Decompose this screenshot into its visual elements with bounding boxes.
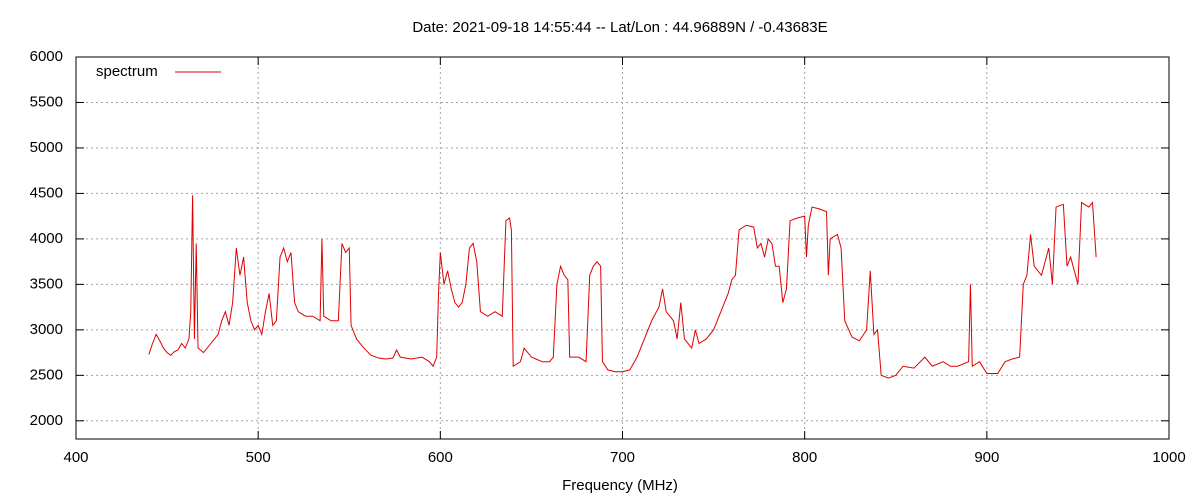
y-tick-label: 4000	[30, 230, 63, 247]
y-tick-label: 3500	[30, 275, 63, 292]
spectrum-line	[148, 195, 1097, 379]
y-tick-label: 3000	[30, 321, 63, 338]
y-tick-label: 5500	[30, 93, 63, 110]
chart-title: Date: 2021-09-18 14:55:44 -- Lat/Lon : 4…	[412, 19, 827, 36]
x-tick-label: 400	[63, 449, 88, 466]
x-tick-label: 700	[610, 449, 635, 466]
x-tick-label: 800	[792, 449, 817, 466]
x-tick-label: 600	[428, 449, 453, 466]
y-tick-label: 6000	[30, 48, 63, 65]
y-tick-label: 4500	[30, 184, 63, 201]
x-axis-label: Frequency (MHz)	[562, 477, 678, 494]
y-tick-label: 2500	[30, 366, 63, 383]
x-tick-label: 1000	[1152, 449, 1185, 466]
x-tick-label: 900	[974, 449, 999, 466]
y-tick-label: 2000	[30, 412, 63, 429]
y-tick-label: 5000	[30, 139, 63, 156]
plot-border	[75, 56, 1170, 440]
legend-label: spectrum	[96, 63, 158, 80]
x-tick-label: 500	[246, 449, 271, 466]
